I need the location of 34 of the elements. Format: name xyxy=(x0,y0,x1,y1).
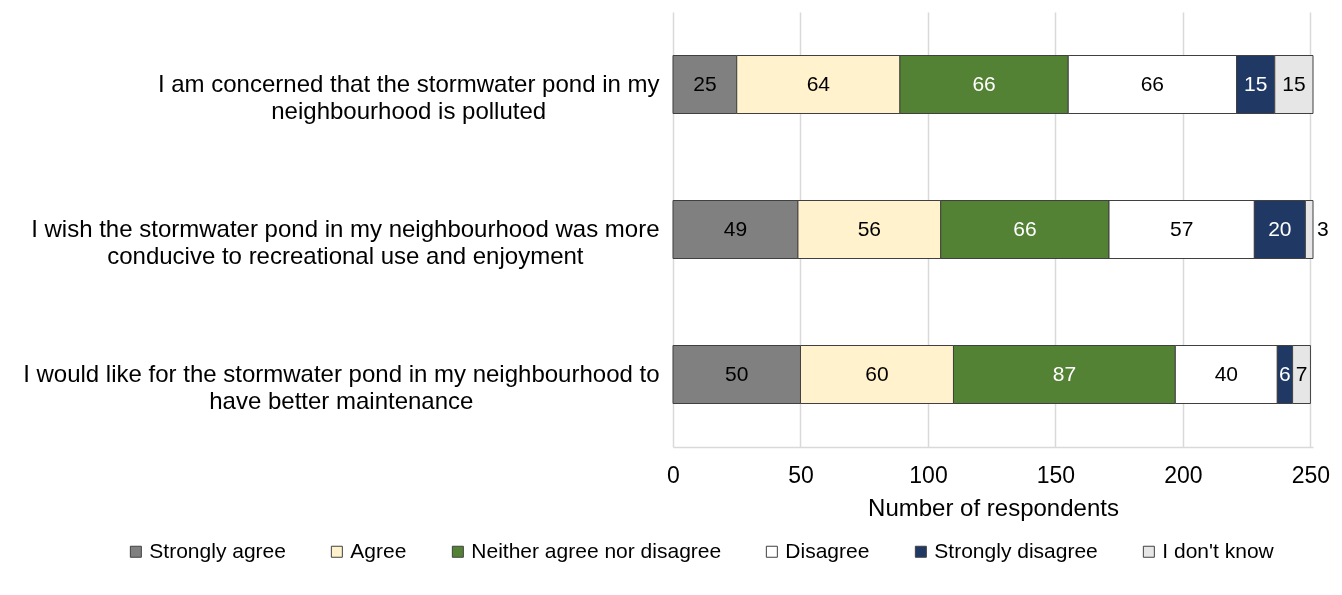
data-label: 49 xyxy=(723,216,748,240)
data-label: 64 xyxy=(806,71,831,95)
data-label: 56 xyxy=(857,216,882,240)
y-tick-label: I wish the stormwater pond in my neighbourhood was more conducive to recreational use and enjoyment xyxy=(31,214,660,269)
data-label: 66 xyxy=(972,71,996,95)
y-tick-label: I would like for the stormwater pond in my neighbourhood to have better maintenance xyxy=(23,359,660,414)
x-tick-label: 0 xyxy=(667,461,680,488)
data-label: 66 xyxy=(1140,71,1165,95)
data-label: 60 xyxy=(865,361,889,385)
data-label: 40 xyxy=(1214,361,1238,385)
data-label: 15 xyxy=(1243,71,1268,95)
x-axis-title: Number of respondents xyxy=(868,493,1119,521)
x-tick-label: 200 xyxy=(1164,461,1203,488)
y-tick-label: I am concerned that the stormwater pond in my neighbourhood is polluted xyxy=(157,69,660,124)
x-tick-label: 250 xyxy=(1291,461,1331,488)
legend-label: I don't know xyxy=(1162,538,1275,562)
legend-label: Agree xyxy=(350,538,407,562)
data-label: 20 xyxy=(1268,216,1292,240)
x-tick-label: 100 xyxy=(909,461,948,488)
legend-label: Strongly disagree xyxy=(934,538,1098,562)
legend-label: Strongly agree xyxy=(149,538,286,562)
x-tick-label: 150 xyxy=(1036,461,1076,488)
data-label: 3 xyxy=(1317,216,1329,240)
data-label: 50 xyxy=(725,361,749,385)
data-label: 57 xyxy=(1170,216,1194,240)
legend-label: Disagree xyxy=(785,538,870,562)
legend-label: Neither agree nor disagree xyxy=(471,538,722,562)
data-label: 6 xyxy=(1279,361,1291,385)
data-label: 87 xyxy=(1052,361,1077,385)
x-tick-label: 50 xyxy=(788,461,814,488)
data-label: 7 xyxy=(1295,361,1308,385)
data-label: 66 xyxy=(1013,216,1037,240)
data-label: 15 xyxy=(1282,71,1306,95)
data-label: 25 xyxy=(693,71,717,95)
